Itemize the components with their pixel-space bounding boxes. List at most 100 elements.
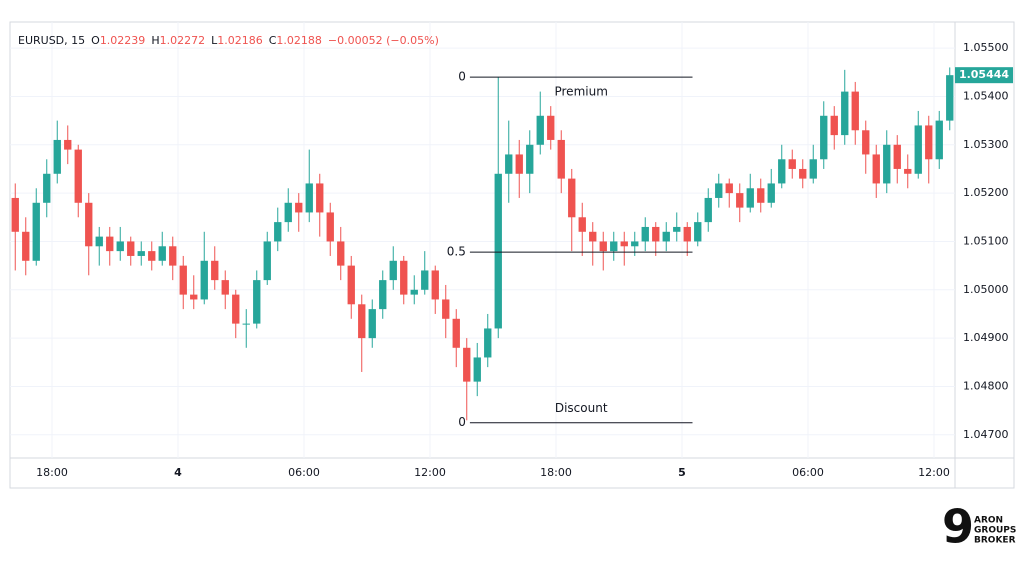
candle-body xyxy=(641,226,649,242)
candle-body xyxy=(715,183,723,198)
grid: 1.05500 1.05400 1.05300 1.05200 1.05100 1.050… xyxy=(10,22,1009,479)
candle-body xyxy=(557,139,565,179)
ohlc-value: 1.02239 xyxy=(100,34,146,47)
candle-body xyxy=(463,347,471,382)
candle-body xyxy=(179,265,187,295)
candle-body xyxy=(599,241,607,252)
candle-body xyxy=(851,91,859,131)
candle-body xyxy=(442,299,450,319)
x-tick-label: 4 xyxy=(174,466,182,479)
candle-body xyxy=(809,159,817,179)
candle-body xyxy=(841,91,849,136)
candle-body xyxy=(148,251,156,261)
candle-body xyxy=(883,144,891,184)
candle-body xyxy=(53,139,61,174)
y-tick-label: 1.04900 xyxy=(963,331,1009,344)
candle-body xyxy=(904,168,912,174)
candle-body xyxy=(484,328,492,358)
candle-body xyxy=(536,115,544,145)
annotations: 1.05444 0 0.5 0 Premium Discount xyxy=(447,67,1013,429)
candle-body xyxy=(694,222,702,242)
logo-text: BROKER xyxy=(974,536,1016,546)
candle-body xyxy=(935,120,943,160)
candle-body xyxy=(169,246,177,266)
y-tick-label: 1.05500 xyxy=(963,41,1009,54)
candle-body xyxy=(683,226,691,242)
logo-mark: 9 xyxy=(942,500,974,554)
candle-body xyxy=(505,154,513,174)
candle-body xyxy=(127,241,135,256)
candle-body xyxy=(620,241,628,247)
candle-body xyxy=(232,294,240,324)
last-price-label: 1.05444 xyxy=(959,68,1009,81)
candle-body xyxy=(662,231,670,242)
y-tick-label: 1.05200 xyxy=(963,186,1009,199)
candle-body xyxy=(74,149,82,203)
candle-body xyxy=(872,154,880,184)
candle-body xyxy=(757,188,765,203)
candle-body xyxy=(358,304,366,339)
candle-body xyxy=(316,183,324,213)
discount-label: Discount xyxy=(555,401,608,415)
candle-body xyxy=(295,202,303,213)
candle-body xyxy=(526,144,534,174)
candle-body xyxy=(410,289,418,295)
candle-body xyxy=(820,115,828,160)
x-tick-label: 12:00 xyxy=(414,466,446,479)
y-tick-label: 1.04800 xyxy=(963,379,1009,392)
x-tick-label: 18:00 xyxy=(36,466,68,479)
candle-body xyxy=(788,159,796,169)
candle-body xyxy=(746,188,754,208)
x-tick-label: 18:00 xyxy=(540,466,572,479)
candle-body xyxy=(389,260,397,281)
candle-body xyxy=(158,246,166,261)
candle-body xyxy=(200,260,208,300)
candle-body xyxy=(925,125,933,160)
premium-label: Premium xyxy=(554,85,607,99)
fib-level-label: 0.5 xyxy=(447,245,466,259)
candle-body xyxy=(263,241,271,281)
candle-body xyxy=(211,260,219,281)
candle-body xyxy=(946,75,954,121)
change: −0.00052 (−0.05%) xyxy=(328,34,439,47)
candle-body xyxy=(274,222,282,242)
y-tick-label: 1.05300 xyxy=(963,138,1009,151)
candle-body xyxy=(116,241,124,252)
candle-body xyxy=(830,115,838,136)
candle-body xyxy=(106,236,114,252)
last-price-tag xyxy=(955,67,1013,84)
candle-body xyxy=(652,226,660,242)
candle-body xyxy=(473,357,481,382)
candle-body xyxy=(515,154,523,174)
candle-body xyxy=(893,144,901,169)
y-tick-label: 1.05400 xyxy=(963,89,1009,102)
logo-text: ARON xyxy=(974,516,1003,526)
x-tick-label: 06:00 xyxy=(792,466,824,479)
candle-body xyxy=(610,241,618,252)
candle-body xyxy=(22,231,30,261)
candle-body xyxy=(326,212,334,242)
ohlc-key: O xyxy=(91,34,100,47)
candle-body xyxy=(368,309,376,339)
ohlc-value: 1.02272 xyxy=(160,34,206,47)
candle-body xyxy=(631,241,639,247)
ohlc-key: L xyxy=(211,34,218,47)
candle-body xyxy=(421,270,429,290)
candle-body xyxy=(64,139,72,150)
ohlc-value: 1.02188 xyxy=(276,34,322,47)
candle-body xyxy=(736,193,744,208)
x-tick-label: 06:00 xyxy=(288,466,320,479)
ohlc-value: 1.02186 xyxy=(217,34,263,47)
candle-body xyxy=(32,202,40,261)
candle-body xyxy=(568,178,576,218)
candle-body xyxy=(799,168,807,179)
candle-body xyxy=(431,270,439,300)
candle-body xyxy=(221,280,229,295)
x-tick-label: 12:00 xyxy=(918,466,950,479)
ohlc-key: C xyxy=(269,34,277,47)
candle-body xyxy=(137,251,145,256)
candle-body xyxy=(778,159,786,184)
candle-body xyxy=(725,183,733,194)
